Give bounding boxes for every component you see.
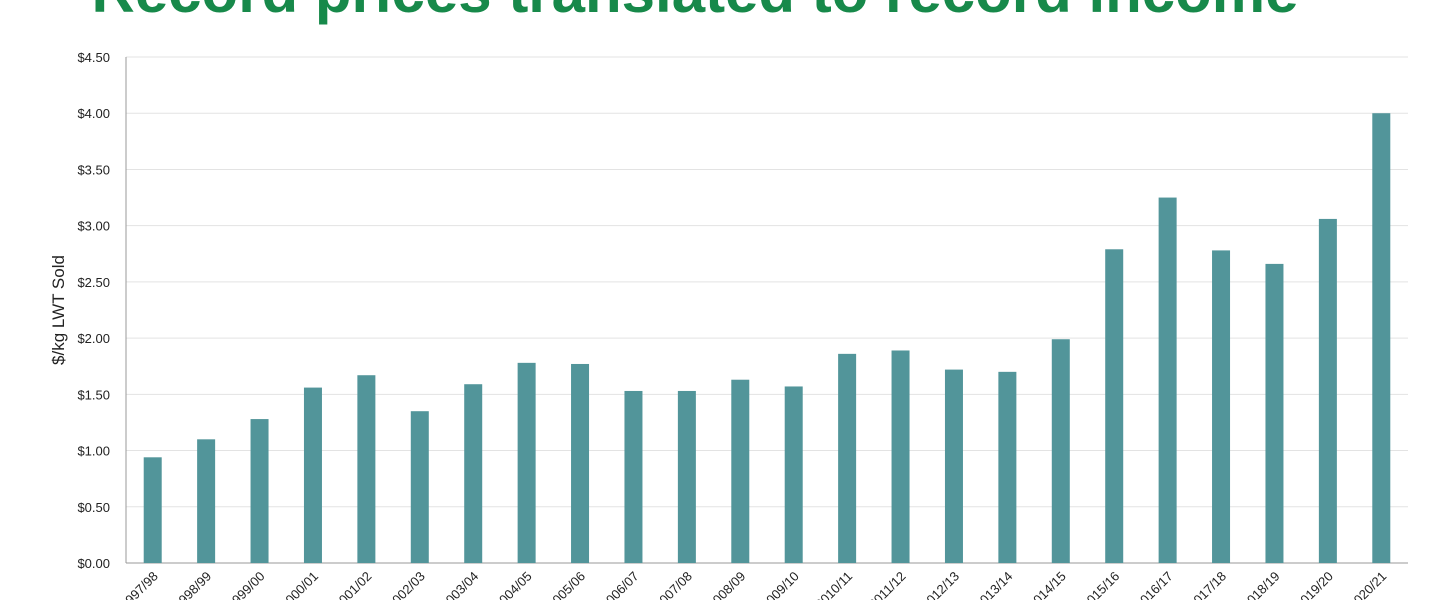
x-tick-label: 2006/07 — [598, 569, 642, 600]
x-tick-label: 2002/03 — [384, 569, 428, 600]
y-tick-label: $4.50 — [77, 50, 110, 65]
bar — [1318, 218, 1337, 564]
y-tick-label: $2.50 — [77, 275, 110, 290]
bar — [1372, 113, 1391, 563]
x-tick-label: 1997/98 — [117, 569, 161, 600]
bar — [1158, 197, 1177, 564]
bar — [357, 375, 376, 563]
y-tick-label: $0.50 — [77, 500, 110, 515]
x-tick-label: 2020/21 — [1346, 569, 1390, 600]
x-tick-label: 2015/16 — [1078, 569, 1122, 600]
bar — [1265, 263, 1284, 563]
bar — [731, 379, 750, 563]
x-tick-label: 1998/99 — [170, 569, 214, 600]
x-tick-label: 2007/08 — [651, 569, 695, 600]
bar — [197, 439, 216, 563]
x-tick-label: 2012/13 — [918, 569, 962, 600]
x-tick-label: 2008/09 — [705, 569, 749, 600]
bar — [677, 390, 696, 563]
bar — [410, 411, 429, 563]
bar — [303, 387, 322, 563]
x-tick-label: 2004/05 — [491, 569, 535, 600]
y-tick-label: $1.00 — [77, 444, 110, 459]
y-axis-label: $/kg LWT Sold — [49, 255, 68, 365]
bar — [143, 457, 162, 563]
x-tick-label: 2011/12 — [866, 569, 909, 600]
x-tick-label: 2018/19 — [1239, 569, 1283, 600]
y-tick-label: $3.50 — [77, 162, 110, 177]
x-tick-label: 2000/01 — [277, 569, 321, 600]
bar — [944, 369, 963, 563]
bar — [250, 419, 269, 563]
x-tick-label: 2013/14 — [972, 569, 1016, 600]
x-tick-label: 2016/17 — [1132, 569, 1176, 600]
bar — [891, 350, 910, 563]
x-tick-label: 2001/02 — [331, 569, 375, 600]
x-tick-label: 2010/11 — [812, 569, 855, 600]
x-tick-label: 2009/10 — [758, 569, 802, 600]
y-tick-label: $3.00 — [77, 219, 110, 234]
bar — [517, 362, 536, 563]
bar — [838, 353, 857, 563]
bar — [571, 363, 590, 563]
x-tick-label: 2017/18 — [1185, 569, 1229, 600]
y-tick-label: $1.50 — [77, 387, 110, 402]
bar — [784, 386, 803, 563]
x-tick-label: 1999/00 — [224, 569, 268, 600]
chart-title: Record prices translated to record incom… — [91, 0, 1298, 25]
bar — [1051, 339, 1070, 563]
y-tick-label: $0.00 — [77, 556, 110, 571]
y-tick-label: $4.00 — [77, 106, 110, 121]
x-tick-label: 2019/20 — [1292, 569, 1336, 600]
x-tick-label: 2003/04 — [437, 569, 481, 600]
bar — [1212, 250, 1231, 563]
x-tick-label: 2005/06 — [544, 569, 588, 600]
x-tick-label: 2014/15 — [1025, 569, 1069, 600]
y-tick-label: $2.00 — [77, 331, 110, 346]
bar — [998, 371, 1017, 563]
bar — [624, 390, 643, 563]
bar — [1105, 249, 1124, 563]
bar — [464, 384, 483, 563]
